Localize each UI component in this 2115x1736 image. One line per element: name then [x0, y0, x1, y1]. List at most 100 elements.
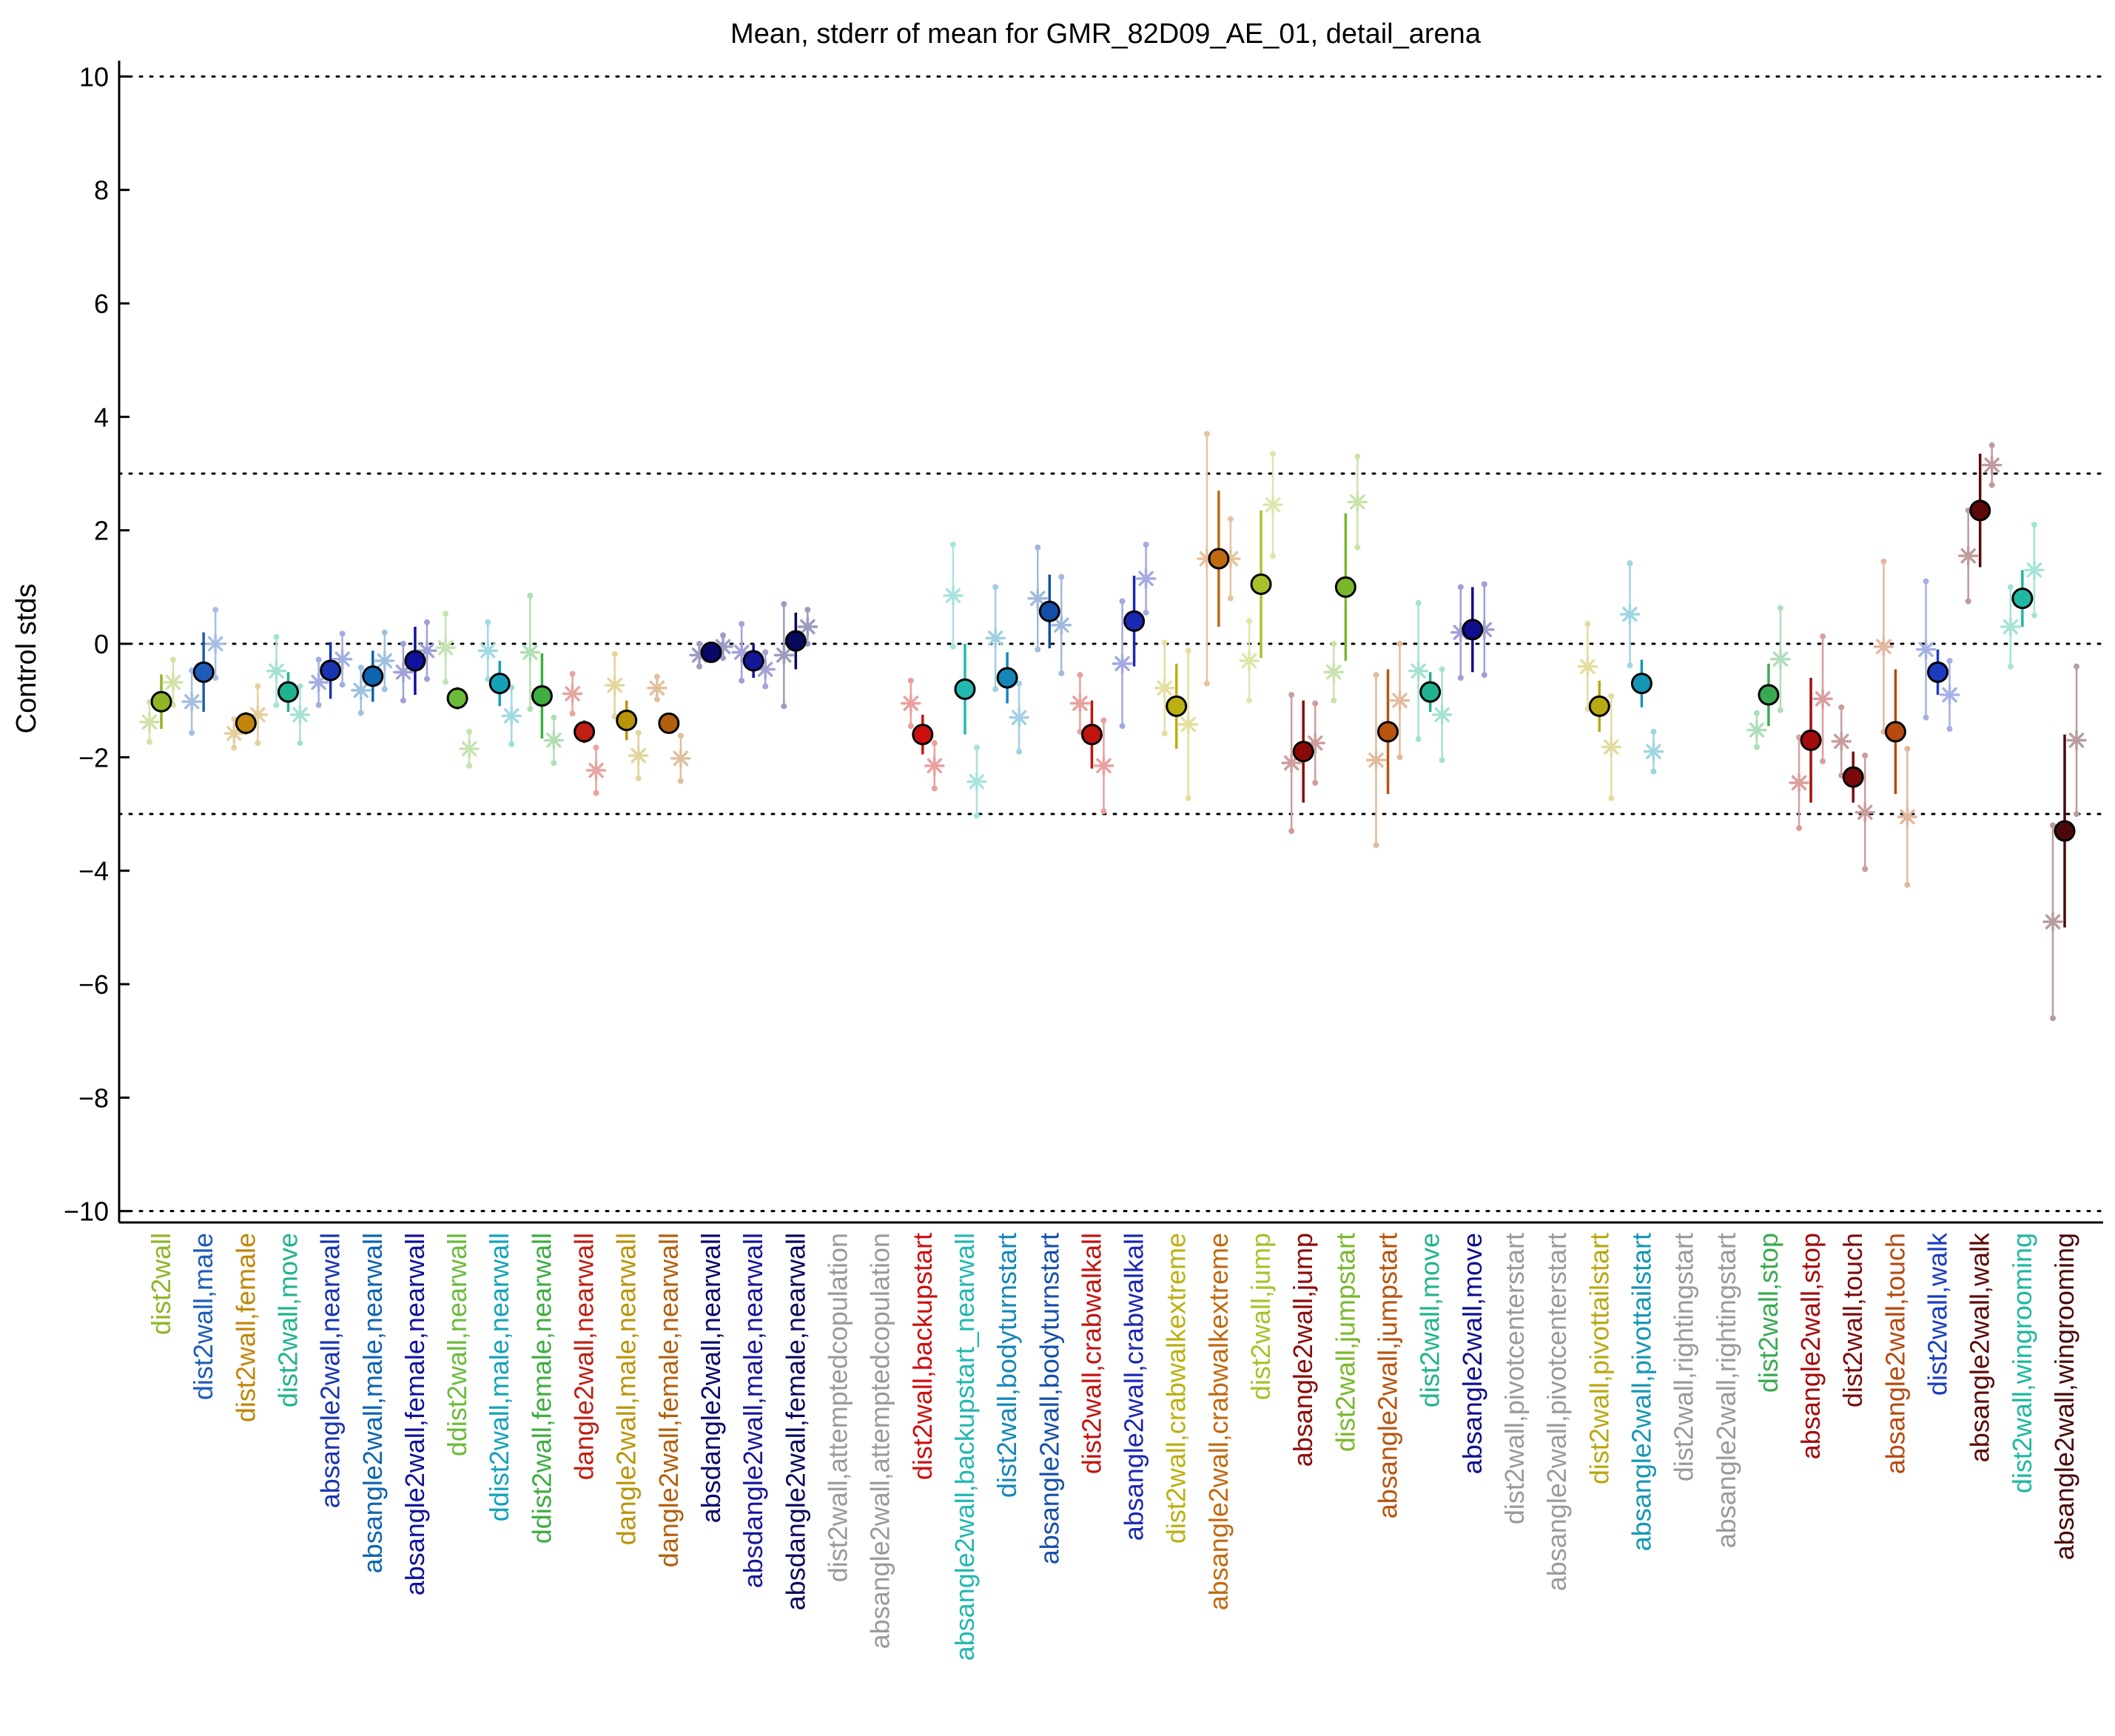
asterisk-stroke: [1114, 656, 1130, 672]
sex-error-bar-end: [1988, 482, 1995, 488]
sex-error-bar-end: [1481, 581, 1487, 588]
sex-mean-asterisk: [1009, 707, 1029, 728]
mean-point: [2054, 820, 2076, 842]
sex-error-bar-end: [297, 683, 303, 690]
sex-mean-asterisk: [901, 693, 921, 714]
asterisk-stroke: [1876, 639, 1892, 655]
sex-error-bar-end: [1312, 700, 1319, 707]
sex-mean-asterisk: [1957, 545, 1979, 566]
mean-point: [1419, 681, 1442, 703]
sex-error-bar-end: [1119, 598, 1126, 605]
mean-point: [1758, 684, 1780, 706]
x-tick-label: absangle2wall,attemptedcopulation: [865, 1233, 895, 1649]
asterisk-stroke: [522, 645, 538, 660]
mean-point: [912, 724, 934, 746]
sex-error-bar-end: [569, 710, 576, 717]
sex-mean-asterisk: [943, 585, 964, 606]
sex-mean-asterisk: [1812, 688, 1833, 710]
y-tick-label: −8: [78, 1083, 109, 1113]
sex-error-bar-end: [1185, 795, 1191, 801]
sex-error-bar-end: [2031, 612, 2037, 619]
sex-mean-asterisk: [1897, 807, 1918, 827]
sex-error-bar-end: [907, 723, 914, 730]
asterisk-stroke: [311, 674, 326, 690]
asterisk-stroke: [269, 663, 284, 679]
sex-mean-asterisk: [1347, 491, 1368, 513]
sex-mean-asterisk: [1135, 568, 1157, 589]
x-tick-label: dist2wall,move: [1415, 1233, 1445, 1407]
x-tick-label: dist2wall,backupstart: [907, 1233, 938, 1480]
chart-title: Mean, stderr of mean for GMR_82D09_AE_01…: [730, 18, 1482, 50]
sex-mean-asterisk: [543, 730, 565, 751]
asterisk-stroke: [776, 647, 792, 663]
sex-mean-asterisk: [1177, 714, 1199, 735]
mean-point: [446, 687, 468, 710]
sex-error-bar-end: [1312, 779, 1319, 786]
sex-mean-asterisk: [1027, 588, 1049, 609]
sex-error-bar-end: [1203, 680, 1210, 687]
x-tick-label: dist2wall,wingrooming: [2007, 1233, 2037, 1493]
asterisk-stroke: [1392, 693, 1408, 708]
x-tick-label: absdangle2wall,male,nearwall: [738, 1233, 768, 1588]
x-tick-label: absdangle2wall,nearwall: [696, 1233, 726, 1523]
sex-error-bar-end: [255, 683, 261, 690]
sex-mean-asterisk: [1093, 756, 1114, 776]
sex-error-bar-end: [1880, 558, 1887, 565]
asterisk-stroke: [1749, 722, 1765, 738]
x-tick-label: dist2wall,bodyturnstart: [992, 1233, 1022, 1498]
sex-error-bar-end: [1227, 516, 1234, 522]
asterisk-stroke: [673, 750, 689, 767]
sex-error-bar-end: [973, 744, 980, 751]
sex-mean-asterisk: [501, 705, 522, 727]
mean-point: [1377, 721, 1399, 743]
sex-error-bar-end: [992, 584, 999, 591]
sex-error-bar-end: [231, 744, 238, 751]
mean-point: [1292, 741, 1314, 763]
sex-error-bar-end: [170, 656, 176, 663]
sex-mean-asterisk: [647, 678, 668, 699]
sex-error-bar-end: [992, 686, 999, 693]
sex-mean-asterisk: [1746, 719, 1767, 741]
sex-error-bar-end: [423, 619, 430, 625]
sex-mean-asterisk: [139, 712, 160, 733]
asterisk-stroke: [1138, 571, 1154, 587]
asterisk-stroke: [1815, 691, 1831, 707]
mean-point: [784, 630, 807, 652]
x-tick-label: absangle2wall,backupstart_nearwall: [949, 1233, 980, 1661]
sex-mean-asterisk: [308, 672, 329, 693]
sex-mean-asterisk: [1239, 650, 1260, 671]
mean-point: [1884, 721, 1906, 743]
sex-error-bar-end: [1457, 675, 1464, 681]
x-tick-label: absangle2wall,wingrooming: [2049, 1233, 2079, 1560]
sex-mean-asterisk: [1939, 684, 1960, 705]
sex-mean-asterisk: [604, 675, 625, 696]
x-tick-label: dist2wall,rightingstart: [1669, 1233, 1699, 1481]
sex-mean-asterisk: [985, 628, 1006, 649]
asterisk-stroke: [1326, 665, 1342, 680]
asterisk-stroke: [987, 630, 1003, 646]
sex-error-bar-end: [527, 592, 534, 599]
sex-error-bar-end: [1227, 595, 1234, 602]
sex-error-bar-end: [2074, 811, 2079, 817]
sex-mean-asterisk: [1577, 656, 1598, 677]
sex-error-bar-end: [1035, 646, 1041, 653]
sex-error-bar-end: [273, 702, 280, 708]
sex-mean-asterisk: [773, 645, 795, 666]
x-tick-label: absangle2wall,jump: [1288, 1233, 1318, 1467]
asterisk-stroke: [1054, 617, 1069, 633]
sex-mean-asterisk: [181, 691, 202, 712]
axes: [118, 61, 2103, 1224]
x-tick-label: absangle2wall,pivotcenterstart: [1541, 1233, 1572, 1591]
x-tick-label: ddist2wall,nearwall: [442, 1233, 472, 1456]
mean-point: [954, 678, 976, 700]
asterisk-stroke: [1791, 775, 1807, 791]
sex-error-bar-end: [1270, 451, 1277, 457]
sex-mean-asterisk: [1643, 741, 1664, 762]
sex-error-bar-end: [1481, 672, 1487, 679]
x-tick-label: dist2wall,move: [272, 1233, 303, 1407]
x-tick-label: dist2wall,jumpstart: [1330, 1233, 1360, 1452]
sex-error-bar-end: [1415, 599, 1422, 606]
sex-error-bar-end: [1946, 726, 1953, 732]
sex-error-bar-end: [1373, 842, 1379, 849]
asterisk-stroke: [565, 686, 580, 702]
